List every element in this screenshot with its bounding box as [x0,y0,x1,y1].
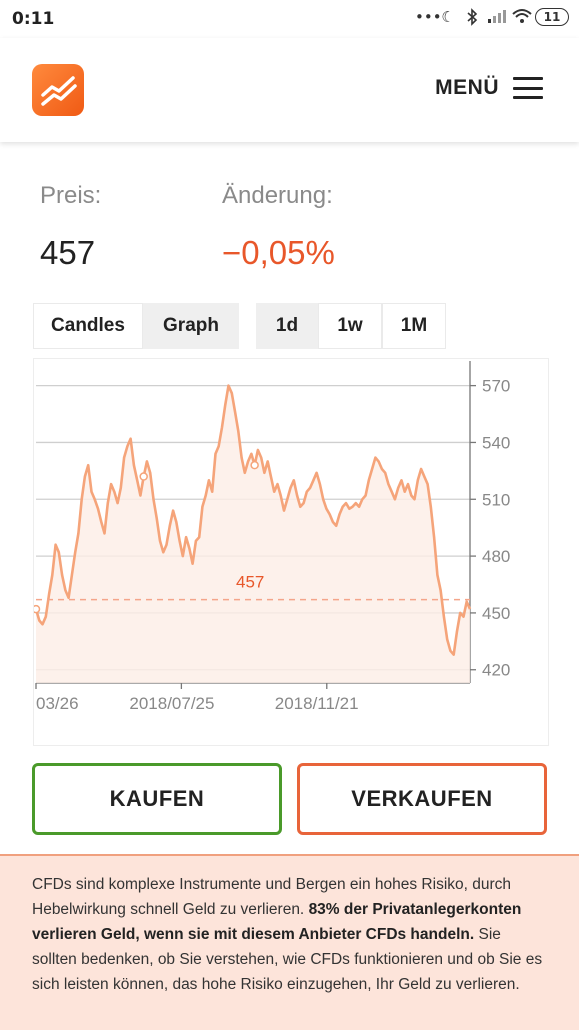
sell-button[interactable]: VERKAUFEN [297,763,547,835]
tab-period-1w[interactable]: 1w [318,303,382,349]
disclaimer-text: CFDs sind komplexe Instrumente und Berge… [32,876,512,918]
status-bar: 0:11 ••• ☾ 11 [0,0,579,38]
disclaimer-text-end: Sie sollten bedenken, ob Sie verstehen, … [32,926,543,993]
price-value: 457 [40,234,96,271]
current-value-label: 457 [236,573,264,592]
y-tick-label: 450 [482,604,510,623]
period-tabs: 1d 1w 1M [256,303,446,349]
moon-icon: ☾ [441,8,455,26]
y-tick-label: 570 [482,377,510,396]
x-tick-label: 2018/07/25 [129,694,214,713]
more-dots-icon: ••• [415,8,442,26]
menu-button[interactable]: MENÜ [435,76,543,100]
hamburger-icon [513,77,543,99]
chart-trend-logo-icon[interactable] [32,64,84,116]
series-area [36,385,470,683]
change-value: −0,05% [222,234,335,271]
price-chart-svg: 420 450 480 510 540 570 03/26 2018/07/25 2018/11… [34,361,510,713]
data-point-marker [250,460,259,470]
buy-button[interactable]: KAUFEN [32,763,282,835]
tab-period-1d[interactable]: 1d [256,303,318,349]
tab-graph[interactable]: Graph [143,303,239,349]
bluetooth-icon [463,8,481,26]
x-tick-label: 2018/11/21 [275,694,359,713]
tab-candles[interactable]: Candles [33,303,143,349]
y-tick-label: 420 [482,661,510,680]
price-chart[interactable]: 420 450 480 510 540 570 03/26 2018/07/25 2018/11… [33,358,549,746]
y-tick-label: 480 [482,547,510,566]
chart-type-tabs: Candles Graph [33,303,239,349]
y-tick-label: 540 [482,433,510,452]
series-line [34,384,472,656]
change-label: Änderung: [222,182,333,209]
battery-icon: 11 [535,8,569,26]
y-tick-label: 510 [482,490,510,509]
disclaimer-bold-text: 83% der Privatanlegerkonten verlieren Ge… [32,901,522,943]
data-point-marker [139,472,148,481]
wifi-icon [511,8,532,26]
menu-label: MENÜ [435,76,499,99]
signal-icon [487,8,506,26]
data-point-marker [34,604,41,614]
app-header: MENÜ [0,38,579,142]
tab-period-1m[interactable]: 1M [382,303,446,349]
price-label: Preis: [40,182,102,209]
status-time: 0:11 [12,9,55,29]
status-icons: ••• ☾ 11 [415,8,569,26]
risk-disclaimer: CFDs sind komplexe Instrumente und Berge… [0,854,579,1030]
x-tick-label: 03/26 [36,694,79,713]
